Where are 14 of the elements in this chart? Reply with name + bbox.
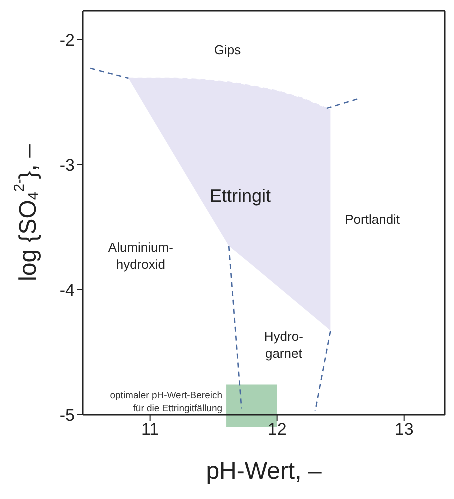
x-axis-title: pH-Wert, –: [206, 458, 322, 485]
annotation: Hydro- garnet: [264, 329, 304, 362]
y-tick-label: -5: [60, 406, 75, 426]
band-label: optimaler pH-Wert-Bereich für die Ettringitfällung: [110, 390, 223, 415]
y-tick-label: -4: [60, 280, 75, 300]
annotation: Aluminium- hydroxid: [108, 240, 174, 272]
x-tick-label: 13: [394, 420, 414, 440]
y-tick-label: -3: [60, 156, 75, 175]
annotation: Portlandit: [345, 212, 400, 228]
annotation: Ettringit: [210, 186, 271, 206]
y-tick-label: -2: [60, 30, 75, 50]
x-tick-label: 11: [141, 420, 160, 440]
annotation: Gips: [214, 42, 242, 58]
x-tick-label: 12: [268, 420, 287, 440]
